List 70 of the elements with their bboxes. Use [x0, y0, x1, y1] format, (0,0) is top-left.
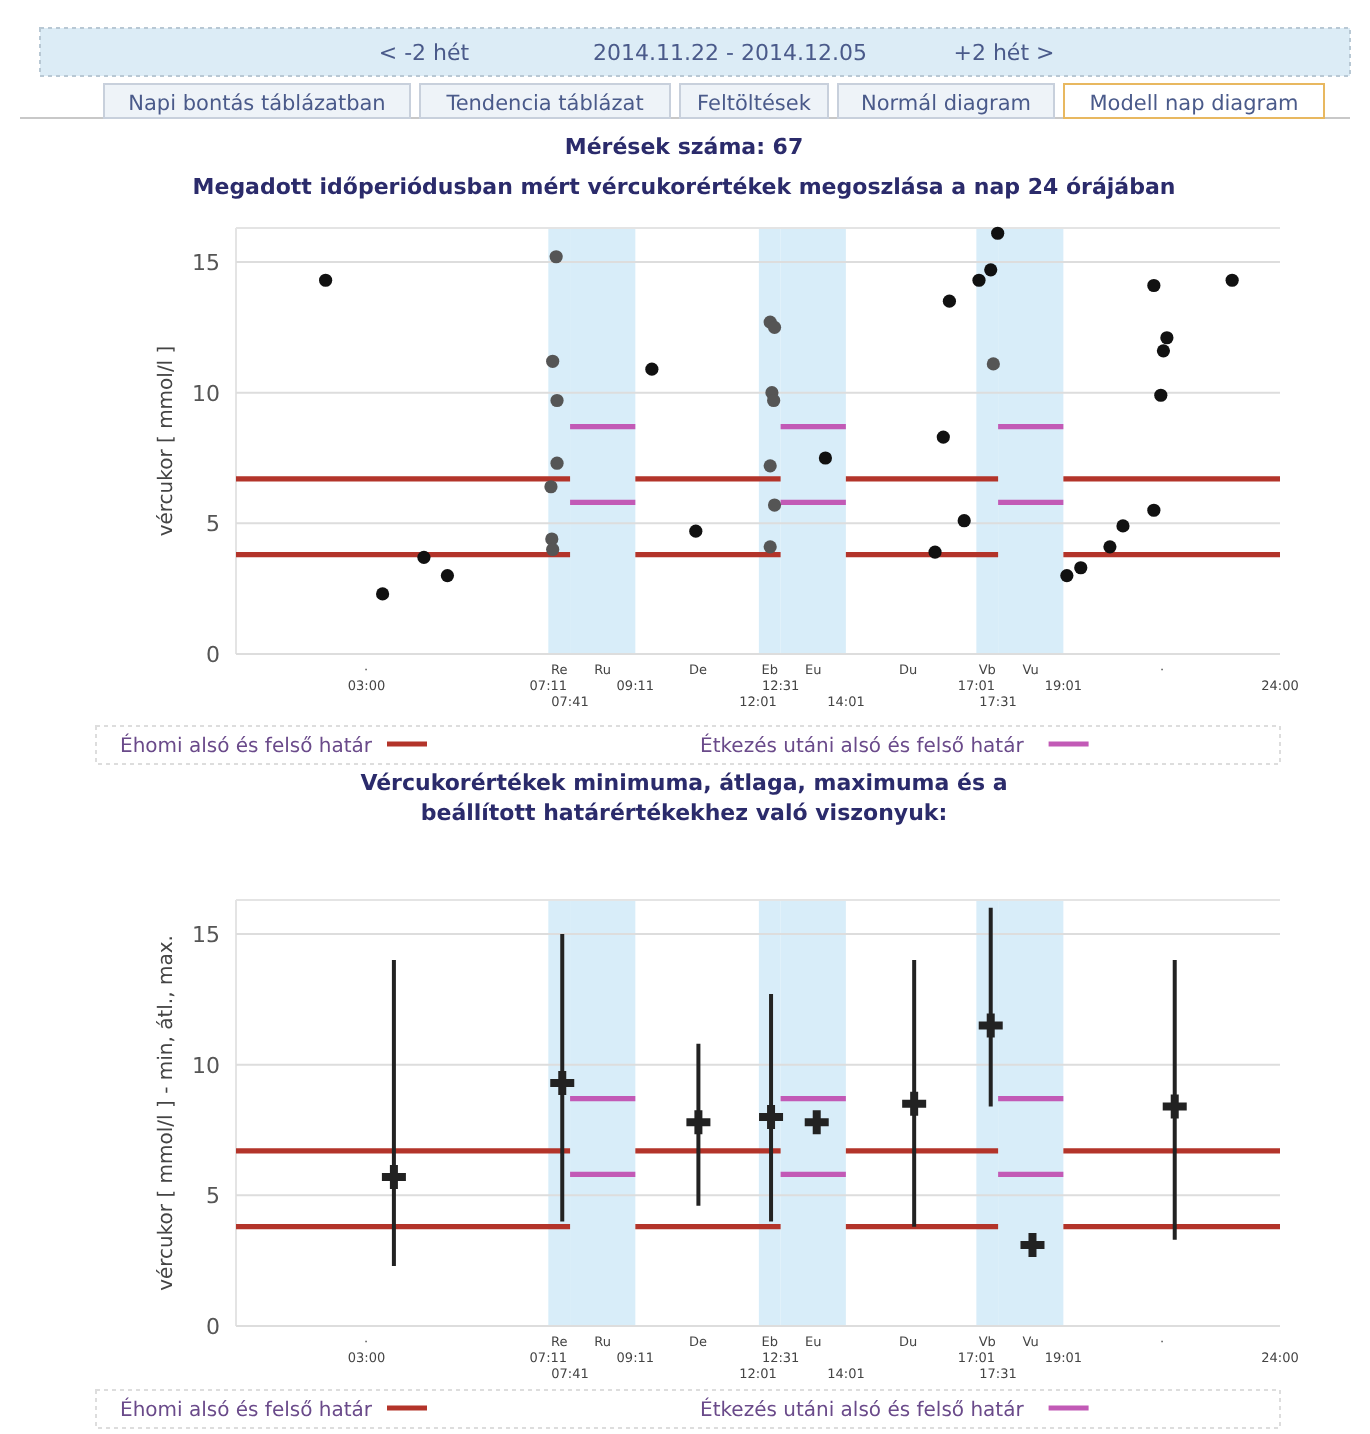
legend-label: Étkezés utáni alsó és felső határ	[700, 732, 1026, 758]
point	[804, 1110, 829, 1135]
text: < -2 hét	[378, 40, 471, 66]
y-axis-title: vércukor [ mmol/l ] - min, átl., max.	[156, 935, 178, 1291]
point	[550, 393, 564, 408]
point	[957, 514, 971, 528]
point	[1154, 388, 1168, 402]
point	[986, 357, 1000, 371]
text: 2014.11.22 - 2014.12.05	[593, 40, 867, 66]
point	[440, 569, 455, 583]
point	[544, 480, 558, 494]
point	[902, 1091, 927, 1116]
chart-title: Vércukorértékek minimuma, átlaga, maximuma és a beállított határértékekhez való viszonyuk:	[360, 770, 1008, 826]
legend-label: Éhomi alsó és felső határ	[120, 732, 374, 758]
point	[417, 550, 431, 564]
y-axis-title: vércukor [ mmol/l ]	[156, 345, 178, 537]
point	[381, 1165, 406, 1190]
point	[1147, 278, 1161, 293]
text: Modell nap diagram	[1089, 92, 1299, 116]
point	[546, 354, 560, 368]
point	[1162, 1094, 1187, 1119]
point	[550, 456, 564, 470]
point	[550, 1070, 575, 1095]
point	[546, 542, 560, 557]
point	[1116, 519, 1130, 533]
point	[984, 263, 998, 277]
point	[376, 587, 390, 601]
point	[645, 362, 659, 376]
point	[991, 226, 1005, 240]
point	[1147, 503, 1161, 517]
text: Tendencia táblázat	[444, 92, 644, 116]
point	[978, 1013, 1003, 1038]
point	[1160, 331, 1174, 345]
point	[763, 459, 777, 473]
point	[928, 545, 942, 559]
y-tick-label: 0	[206, 642, 220, 668]
y-tick-label: 15	[192, 921, 220, 948]
text: +2 hét >	[953, 40, 1055, 66]
point	[972, 273, 986, 287]
text: Normál diagram	[861, 92, 1031, 116]
chart-title: Megadott időperiódusban mért vércukorértékek megoszlása a nap 24 órájában	[192, 174, 1176, 200]
text: Feltöltések	[697, 92, 813, 116]
point	[767, 320, 782, 334]
point	[1225, 273, 1239, 287]
y-tick-label: 15	[192, 249, 220, 276]
point	[818, 451, 833, 465]
point	[549, 250, 563, 264]
point	[767, 393, 781, 408]
point	[1074, 561, 1088, 575]
y-tick-label: 10	[192, 1052, 220, 1079]
point	[1156, 344, 1171, 358]
text: Napi bontás táblázatban	[128, 92, 386, 116]
legend-label: Éhomi alsó és felső határ	[120, 1396, 374, 1422]
point	[942, 294, 956, 308]
point	[319, 273, 333, 287]
y-tick-label: 0	[206, 1314, 220, 1340]
y-tick-label: 5	[206, 511, 220, 538]
legend-label: Étkezés utáni alsó és felső határ	[700, 1396, 1026, 1422]
y-tick-label: 5	[206, 1183, 220, 1210]
point	[1103, 540, 1117, 554]
point	[763, 540, 777, 554]
text: Mérések száma: 67	[564, 134, 804, 160]
point	[1060, 569, 1074, 583]
y-tick-label: 10	[192, 380, 220, 407]
point	[686, 1110, 711, 1135]
point	[759, 1104, 784, 1129]
point	[936, 430, 950, 444]
point	[1020, 1232, 1045, 1257]
point	[689, 524, 703, 538]
point	[767, 498, 782, 512]
